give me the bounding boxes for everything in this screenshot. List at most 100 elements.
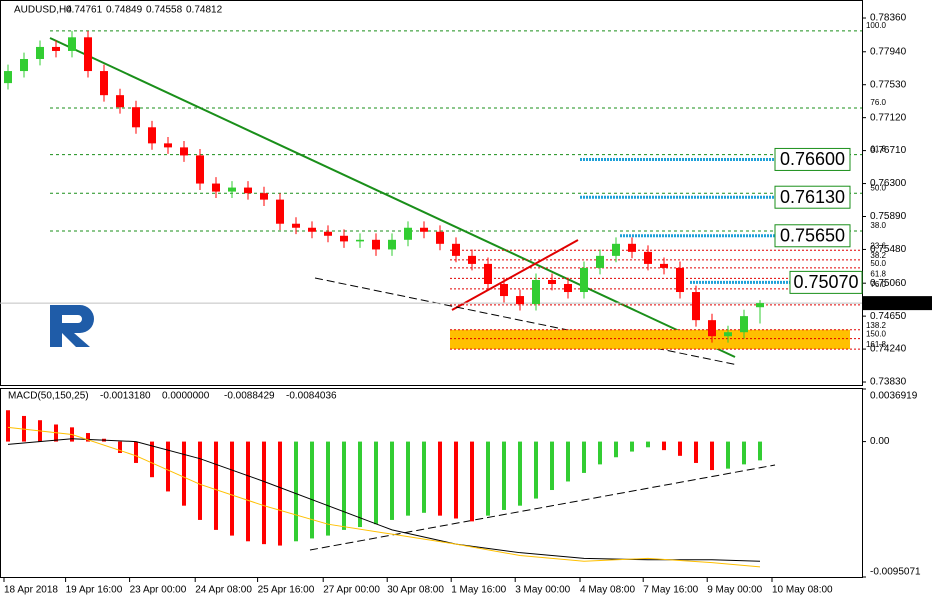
macd-panel [0, 388, 863, 578]
logo [50, 305, 94, 347]
target-zone [450, 329, 850, 350]
fib-label: 38.0 [870, 221, 886, 230]
trend-line [49, 37, 736, 358]
macd-bar [422, 441, 426, 513]
fib-label: 38.2 [870, 251, 886, 260]
candle-body [372, 239, 380, 250]
macd-bar [182, 441, 186, 506]
macd-bar [742, 441, 746, 465]
fib-label: 61.8 [870, 145, 886, 154]
y-tick-label: 0.76710 [870, 145, 907, 156]
macd-bar [150, 441, 154, 478]
macd-line [7, 438, 761, 562]
x-tick-label: 3 May 00:00 [515, 585, 570, 596]
x-tick-label: 24 Apr 08:00 [195, 585, 252, 596]
macd-bar [214, 441, 218, 530]
y-tick-label: 0.76300 [870, 178, 907, 189]
macd-bar [246, 441, 250, 542]
x-tick-label: 23 Apr 00:00 [130, 585, 187, 596]
x-tick-label: 10 May 08:00 [772, 585, 833, 596]
macd-bar [630, 441, 634, 452]
trend-line [309, 464, 776, 551]
symbol-title: AUDUSD,H4 [14, 5, 72, 16]
macd-bar [534, 441, 538, 499]
candle-body [724, 332, 732, 337]
macd-bar [486, 441, 490, 516]
quote-value: 0.74849 [106, 5, 143, 16]
macd-bar [566, 441, 570, 482]
x-tick-label: 7 May 16:00 [643, 585, 698, 596]
candle-body [324, 231, 332, 236]
macd-bar [454, 441, 458, 519]
macd-bar [470, 441, 474, 522]
y-tick-label: 0.73830 [870, 377, 907, 388]
macd-value: -0.0088429 [224, 391, 275, 402]
price-tag [863, 296, 932, 311]
y-tick-label: 0.00 [870, 436, 890, 447]
trend-line [451, 239, 579, 311]
macd-value: -0.0084036 [286, 391, 337, 402]
candle-body [244, 187, 252, 194]
fib-label: 50.0 [870, 259, 886, 268]
y-tick-label: 0.75060 [870, 278, 907, 289]
fib-label: 76.0 [870, 98, 886, 107]
x-tick-label: 25 Apr 16:00 [258, 585, 315, 596]
candle-body [644, 251, 652, 264]
y-tick-label: 0.74650 [870, 311, 907, 322]
macd-bar [646, 441, 650, 448]
y-tick-label: 0.74240 [870, 344, 907, 355]
candle-body [532, 279, 540, 305]
candle-body [500, 283, 508, 297]
y-tick-label: 0.75890 [870, 211, 907, 222]
candle-body [484, 263, 492, 284]
macd-value: -0.0013180 [100, 391, 151, 402]
candle-body [468, 255, 476, 264]
candle-body [340, 235, 348, 242]
macd-bar [374, 441, 378, 525]
fib-label: 50.0 [870, 183, 886, 192]
macd-bar [310, 441, 314, 539]
candle-body [84, 37, 92, 72]
macd-line [7, 426, 761, 568]
candle-body [356, 239, 364, 242]
y-tick-label: 0.77120 [870, 112, 907, 123]
macd-bar [710, 441, 714, 471]
target-label: 0.75070 [793, 272, 858, 292]
candle-body [132, 107, 140, 128]
candle-body [116, 95, 124, 108]
candle-body [660, 263, 668, 268]
macd-title: MACD(50,150,25) [8, 391, 89, 402]
target-label: 0.75650 [780, 226, 845, 246]
macd-bar [86, 433, 90, 442]
candle-body [388, 239, 396, 250]
fib-label: 23.6 [870, 241, 886, 250]
candle-body [4, 71, 12, 84]
target-box [789, 270, 863, 294]
y-tick-label: 0.0036919 [870, 391, 918, 402]
candle-body [756, 303, 764, 308]
y-tick-label: 0.75480 [870, 244, 907, 255]
macd-bar [198, 441, 202, 520]
x-tick-label: 30 Apr 08:00 [387, 585, 444, 596]
x-tick-label: 9 May 00:00 [707, 585, 762, 596]
macd-bar [598, 441, 602, 465]
macd-bar [550, 441, 554, 491]
macd-bar [758, 441, 762, 461]
macd-bar [278, 441, 282, 546]
candle-body [564, 283, 572, 293]
macd-bar [342, 441, 346, 530]
candle-body [596, 255, 604, 268]
fib-label: 138.2 [866, 321, 887, 330]
candle-body [276, 199, 284, 224]
macd-bar [438, 441, 442, 516]
y-tick-label: 0.78360 [870, 13, 907, 24]
y-tick-label: 0.77940 [870, 46, 907, 57]
macd-value: 0.0000000 [162, 391, 210, 402]
y-tick-label: -0.0095071 [870, 567, 921, 578]
candle-body [196, 155, 204, 184]
macd-bar [694, 441, 698, 463]
candle-body [228, 187, 236, 192]
macd-bar [6, 410, 10, 442]
target-box [774, 185, 851, 209]
